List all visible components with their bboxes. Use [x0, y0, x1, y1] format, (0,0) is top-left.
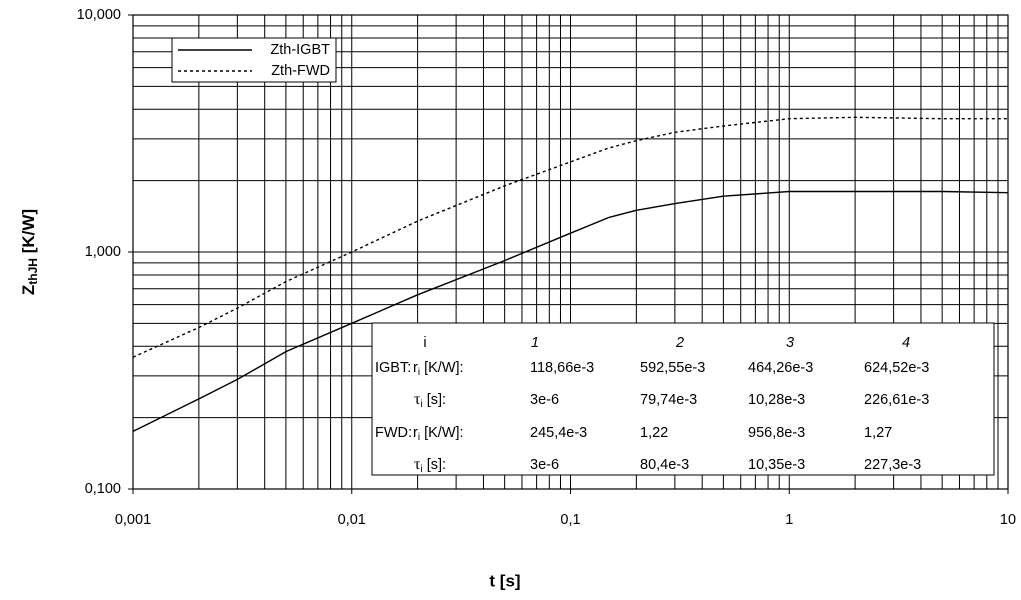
row-unit: [s]:	[423, 392, 446, 408]
y-axis-title: ZthJH [K/W]	[19, 209, 40, 295]
row-group: FWD:	[375, 425, 412, 441]
table-cell: 3e-6	[530, 457, 559, 473]
row-label: τi [s]:	[414, 456, 446, 475]
table-cell: 79,74e-3	[640, 392, 697, 408]
table-cell: 3e-6	[530, 392, 559, 408]
row-unit: [K/W]:	[420, 425, 464, 441]
y-tick-label: 10,000	[77, 7, 121, 23]
row-subscript: i	[420, 464, 422, 475]
table-header: 3	[786, 335, 794, 351]
row-unit: [K/W]:	[420, 360, 464, 376]
x-tick-label: 0,001	[115, 512, 151, 528]
table-cell: 592,55e-3	[640, 360, 705, 376]
row-label: ri [K/W]:	[413, 360, 464, 378]
table-cell: 245,4e-3	[530, 425, 587, 441]
y-tick-label: 0,100	[85, 481, 121, 497]
x-tick-label: 1	[785, 512, 793, 528]
row-symbol: τ	[414, 456, 421, 473]
y-title-main: Z	[19, 285, 38, 295]
x-tick-label: 10	[1000, 512, 1016, 528]
table-header: 4	[902, 335, 910, 351]
table-cell: 227,3e-3	[864, 457, 921, 473]
series-line	[132, 116, 1008, 358]
y-title-sub: thJH	[26, 258, 40, 285]
legend: Zth-IGBT Zth-FWD	[171, 37, 337, 83]
table-header: i	[423, 335, 426, 351]
row-symbol: r	[413, 425, 418, 441]
table-cell: 956,8e-3	[748, 425, 805, 441]
row-symbol: r	[413, 360, 418, 376]
lines	[132, 116, 1009, 433]
table-cell: 118,66e-3	[530, 360, 594, 376]
row-subscript: i	[420, 399, 422, 410]
table-box	[371, 322, 995, 476]
row-subscript: i	[418, 367, 420, 378]
table-cell: 80,4e-3	[640, 457, 689, 473]
legend-label: Zth-IGBT	[270, 42, 330, 58]
row-unit: [s]:	[423, 457, 446, 473]
legend-label: Zth-FWD	[271, 63, 330, 79]
x-tick-label: 0,01	[338, 512, 366, 528]
row-symbol: τ	[414, 391, 421, 408]
table-cell: 226,61e-3	[864, 392, 929, 408]
table-header: 2	[675, 335, 684, 351]
table-header: 1	[531, 335, 539, 351]
table-cell: 10,35e-3	[748, 457, 805, 473]
row-label: ri [K/W]:	[413, 425, 464, 443]
series-line	[132, 190, 1009, 433]
table-cell: 1,22	[640, 425, 668, 441]
row-group: IGBT:	[375, 360, 411, 376]
row-label: τi [s]:	[414, 391, 446, 410]
x-axis-title: t [s]	[489, 571, 520, 590]
y-title-unit: [K/W]	[19, 209, 38, 258]
table-cell: 1,27	[864, 425, 892, 441]
y-tick-label: 1,000	[85, 244, 121, 260]
table-cell: 10,28e-3	[748, 392, 805, 408]
legend-box	[171, 37, 337, 83]
x-tick-label: 0,1	[560, 512, 580, 528]
table-cell: 624,52e-3	[864, 360, 929, 376]
table-cell: 464,26e-3	[748, 360, 813, 376]
axes: 0,001 0,01 0,1 1 10 0,100 1,000 10,000	[77, 7, 1016, 528]
row-subscript: i	[418, 432, 420, 443]
